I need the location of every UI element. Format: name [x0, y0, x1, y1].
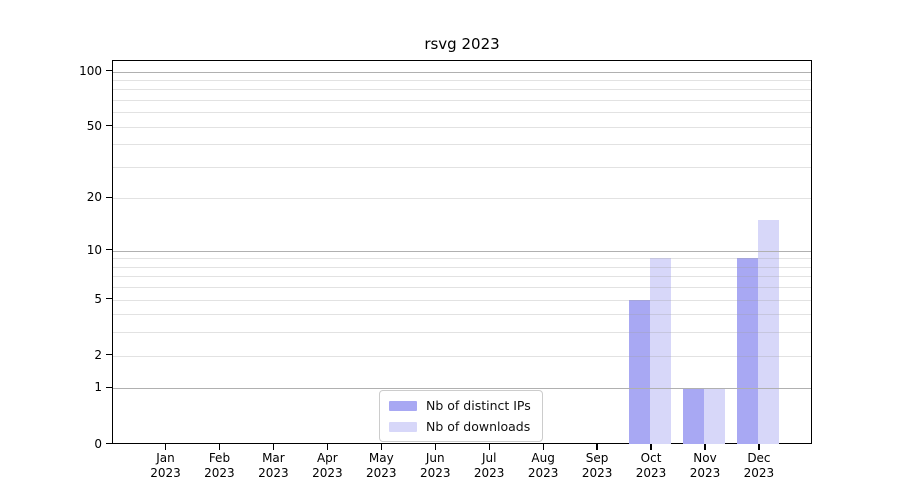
gridline-minor [113, 198, 811, 200]
bar-distinct-ips [683, 388, 704, 445]
legend: Nb of distinct IPs Nb of downloads [379, 390, 543, 442]
legend-item-distinct-ips: Nb of distinct IPs [389, 398, 531, 413]
x-tick-label: Dec 2023 [743, 451, 775, 480]
x-tick-label: Jul 2023 [473, 451, 505, 480]
x-tick [218, 444, 221, 450]
y-tick-label: 2 [94, 347, 102, 362]
x-tick-label: May 2023 [366, 451, 397, 480]
bar-downloads [757, 220, 779, 445]
legend-label-downloads: Nb of downloads [426, 419, 531, 434]
x-tick [650, 444, 652, 450]
y-tick-label: 10 [86, 242, 102, 257]
y-tick [106, 386, 112, 389]
y-tick [106, 69, 112, 72]
x-tick [272, 444, 275, 450]
x-tick [164, 444, 167, 450]
x-tick [434, 444, 436, 450]
y-tick [106, 196, 112, 199]
y-tick [106, 249, 112, 251]
x-tick-label: Mar 2023 [258, 451, 289, 480]
y-tick-label: 20 [86, 190, 102, 205]
bar-downloads [704, 388, 725, 445]
gridline-minor [113, 355, 811, 357]
gridline-minor [113, 332, 811, 334]
x-tick [542, 444, 544, 450]
gridline-minor [113, 79, 811, 81]
y-tick-label: 100 [79, 63, 102, 78]
bar-distinct-ips [736, 258, 758, 445]
gridline-minor [113, 126, 811, 128]
gridline-minor [113, 287, 811, 289]
legend-label-distinct-ips: Nb of distinct IPs [426, 398, 531, 413]
x-tick [704, 444, 706, 450]
gridline-minor [113, 144, 811, 146]
x-tick [596, 444, 598, 450]
gridline-minor [113, 112, 811, 114]
legend-swatch-downloads-icon [389, 421, 417, 432]
y-tick [106, 298, 112, 300]
gridline-major [113, 71, 811, 73]
y-tick-label: 0 [94, 436, 102, 451]
x-tick-label: Jan 2023 [150, 451, 181, 480]
x-tick-label: Aug 2023 [527, 451, 559, 480]
plot-area: Nb of distinct IPs Nb of downloads [112, 60, 812, 445]
y-tick [106, 442, 112, 445]
gridline-minor [113, 299, 811, 301]
x-tick [758, 444, 760, 450]
y-tick [106, 125, 112, 127]
legend-item-downloads: Nb of downloads [389, 419, 531, 434]
bar-distinct-ips [629, 299, 651, 445]
gridline-minor [113, 166, 811, 168]
y-tick-label: 1 [94, 380, 102, 395]
x-tick [488, 444, 490, 450]
gridline-minor [113, 99, 811, 101]
legend-swatch-distinct-ips-icon [389, 400, 417, 411]
gridline-major [113, 388, 811, 390]
gridline-minor [113, 258, 811, 260]
chart-title: rsvg 2023 [424, 35, 500, 53]
x-tick-label: Oct 2023 [635, 451, 667, 480]
y-tick [106, 354, 112, 356]
x-tick [380, 444, 382, 450]
x-tick-label: Feb 2023 [204, 451, 235, 480]
gridline-minor [113, 276, 811, 278]
bar-downloads [650, 258, 672, 445]
x-tick-label: Jun 2023 [419, 451, 451, 480]
x-tick-label: Nov 2023 [689, 451, 721, 480]
gridline-minor [113, 89, 811, 91]
gridline-minor [113, 314, 811, 316]
x-tick [326, 444, 328, 450]
x-tick-label: Sep 2023 [581, 451, 613, 480]
gridline-minor [113, 266, 811, 268]
x-tick-label: Apr 2023 [312, 451, 343, 480]
y-tick-label: 50 [86, 118, 102, 133]
y-tick-label: 5 [94, 291, 102, 306]
gridline-major [113, 250, 811, 252]
